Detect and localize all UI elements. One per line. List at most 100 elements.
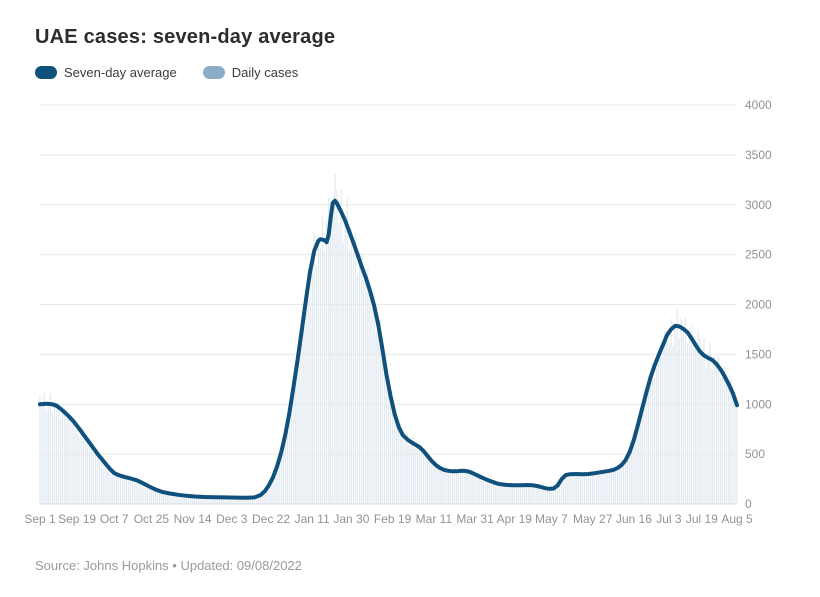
legend-label-daily-cases: Daily cases [231,65,299,80]
daily-cases-bar [383,356,386,504]
daily-cases-bar [460,468,462,504]
x-tick-label: Mar 11 [416,512,453,526]
daily-cases-bar [340,189,342,504]
seven-day-average-line [38,198,739,500]
daily-cases-bar [218,497,221,504]
daily-cases-bar [317,235,320,504]
daily-cases-bar [651,363,654,504]
daily-cases-bar [389,402,392,504]
daily-cases-bar [550,488,553,504]
daily-cases-bar [443,468,445,504]
daily-cases-bar [732,385,734,504]
y-tick-label: 2500 [745,248,772,262]
daily-cases-bar [707,353,709,504]
legend-label-seven-day-average: Seven-day average [64,65,177,80]
daily-cases-bar [734,402,736,504]
daily-cases-bar [633,436,635,504]
daily-cases-bar [253,497,256,504]
y-tick-label: 500 [745,447,765,461]
daily-cases-bar [70,414,72,504]
daily-cases-bar [606,474,608,504]
daily-cases-bar [169,492,171,504]
y-tick-label: 3500 [745,148,772,162]
daily-cases-bar [631,439,633,504]
daily-cases-bar [128,477,130,504]
daily-cases-bar [540,488,542,504]
daily-cases-bar [255,496,258,504]
daily-cases-bar [123,474,126,504]
daily-cases-bar [396,422,398,504]
daily-cases-bar [435,463,437,504]
y-tick-label: 1500 [745,347,772,361]
daily-cases-bar [95,451,97,504]
daily-cases-bar [121,476,124,504]
daily-cases-bar [608,470,610,504]
daily-cases-bar [577,471,579,504]
daily-cases-bar [117,476,120,504]
daily-cases-bar [305,311,307,504]
daily-cases-bar [165,493,167,504]
daily-cases-bar [144,486,146,504]
daily-cases-bar [627,456,629,504]
daily-cases-bar [387,376,390,504]
daily-cases-bar [173,494,175,504]
daily-cases-bar [105,462,107,504]
daily-cases-bar [78,437,80,504]
daily-cases-bar [528,485,530,504]
daily-cases-bar [62,410,64,504]
daily-cases-bar [251,497,254,504]
daily-cases-bar [202,496,204,504]
daily-cases-bar [208,496,210,504]
daily-cases-bar [76,421,78,504]
daily-cases-bar [115,470,117,504]
daily-cases-bar [441,470,443,504]
daily-cases-bar [416,444,419,504]
daily-cases-bar [266,488,268,504]
daily-cases-bar [109,465,111,504]
daily-cases-bar [563,478,565,504]
daily-cases-bar [723,366,726,504]
daily-cases-bar [140,483,142,504]
daily-cases-bar [212,497,214,504]
daily-cases-bar [198,497,200,504]
daily-cases-bar [682,331,685,504]
daily-cases-bar [530,485,532,504]
daily-cases-bar [484,479,487,504]
daily-cases-bar [146,485,148,504]
daily-cases-bar [97,451,99,504]
x-tick-label: May 7 [535,512,568,526]
daily-cases-bar [486,478,489,504]
daily-cases-bar [371,308,373,504]
daily-cases-bar [643,389,645,504]
daily-cases-bar [657,347,660,504]
daily-cases-bar [509,484,511,504]
daily-cases-bar [189,495,192,504]
daily-cases-bar [307,269,309,504]
daily-cases-bar [311,264,313,504]
y-tick-label: 1000 [745,397,772,411]
daily-cases-bar [433,459,435,504]
daily-cases-bar [394,409,396,504]
daily-cases-bar [445,466,447,504]
daily-cases-bar [736,395,738,504]
daily-cases-bar [154,489,157,504]
daily-cases-bar [313,232,315,504]
daily-cases-bar [82,429,84,504]
daily-cases-bar [554,487,557,504]
daily-cases-bar [662,348,664,504]
daily-cases-bar [51,411,54,504]
daily-cases-bar [418,449,421,504]
daily-cases-bar [474,476,476,504]
x-tick-label: Aug 5 [721,512,753,526]
daily-cases-bar [125,479,128,504]
daily-cases-bar [237,497,239,504]
daily-cases-bar [490,480,493,504]
daily-cases-bar [299,345,301,504]
daily-cases-bar [330,214,332,504]
daily-cases-bar [647,381,649,504]
daily-cases-bar [229,497,231,504]
daily-cases-bar [268,482,270,504]
daily-cases-bar [455,473,458,504]
daily-cases-bar [365,280,367,504]
chart-legend: Seven-day average Daily cases [35,65,298,80]
